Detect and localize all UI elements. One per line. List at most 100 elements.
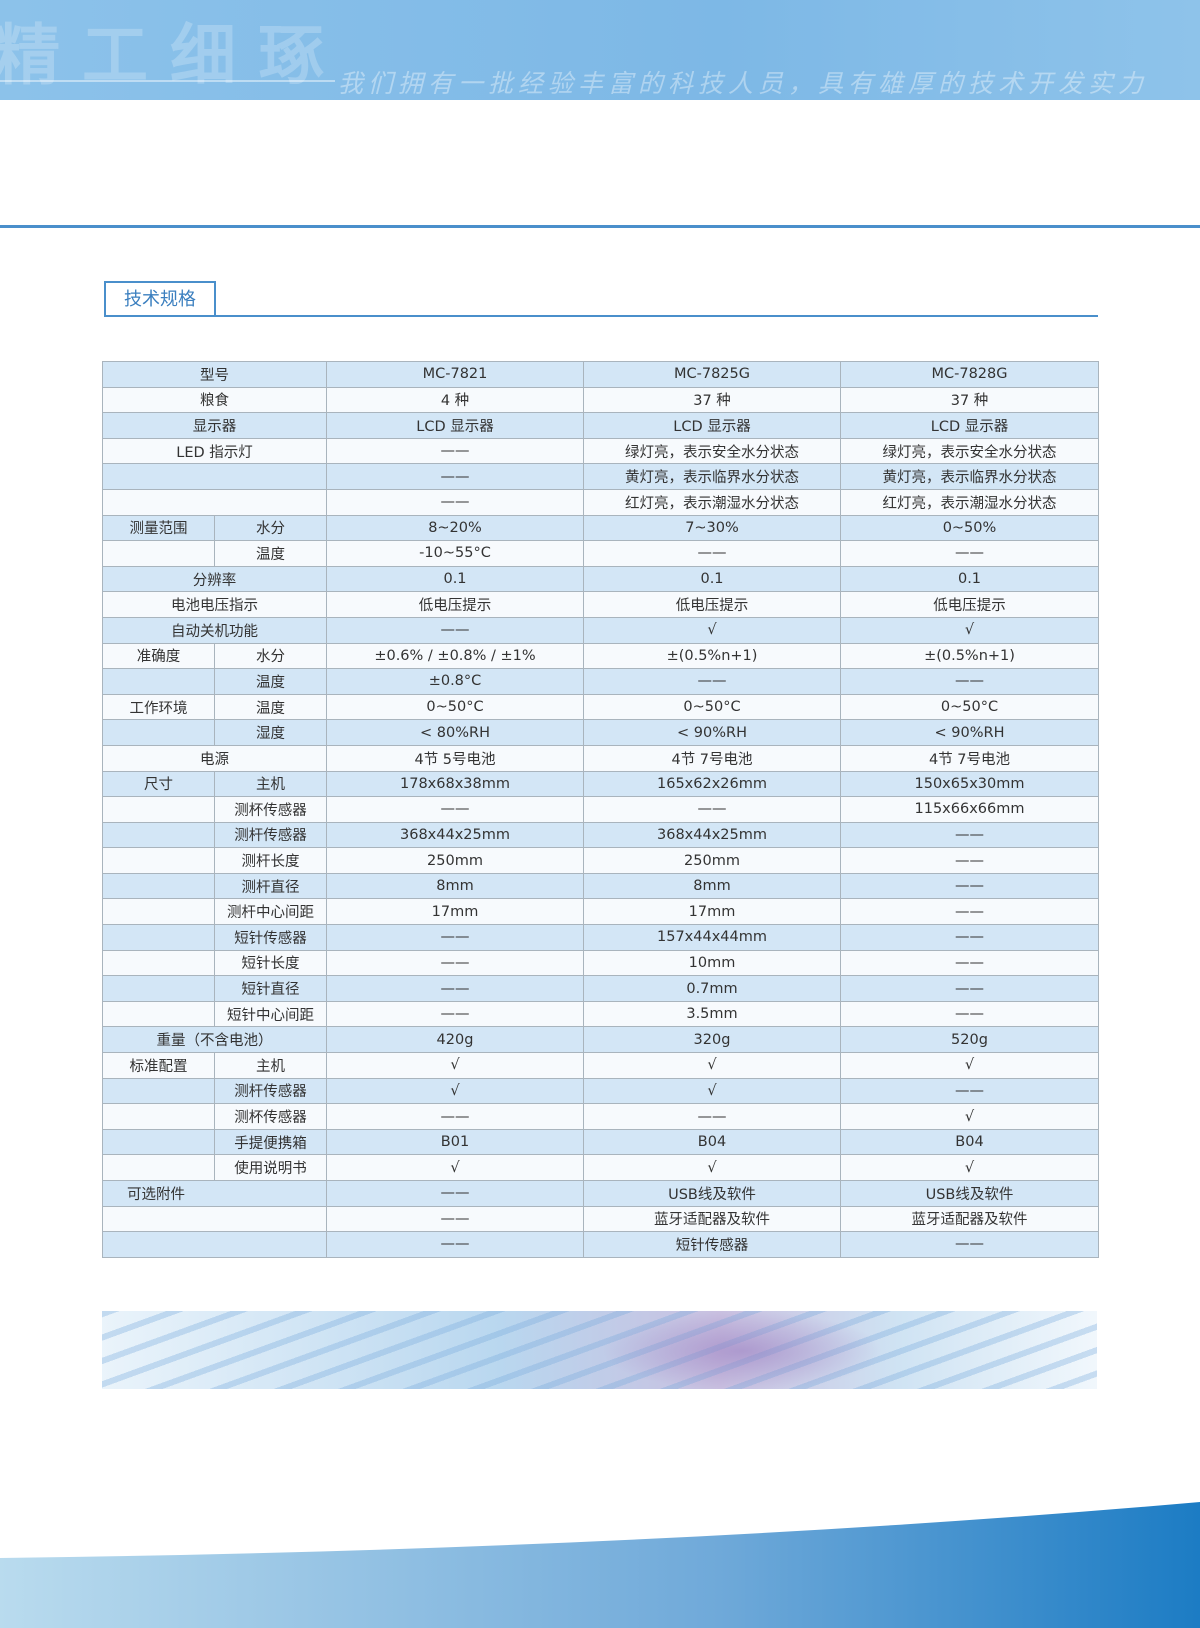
value-cell: 绿灯亮，表示安全水分状态	[840, 437, 1099, 465]
value-cell: 低电压提示	[840, 591, 1099, 618]
value-cell: 0.1	[326, 565, 584, 593]
item-label: 测杯传感器	[214, 1103, 327, 1130]
item-label: 主机	[214, 1052, 327, 1079]
table-row: 尺寸 主机 178x68x38mm 165x62x26mm 150x65x30mm	[102, 770, 1099, 798]
group-label: 测量范围	[102, 514, 215, 542]
section-title: 技术规格	[104, 281, 216, 315]
value-cell: 17mm	[326, 898, 584, 926]
value-cell: ——	[326, 488, 584, 516]
item-label: 测杆直径	[214, 872, 327, 900]
table-row: —— 黄灯亮，表示临界水分状态 黄灯亮，表示临界水分状态	[102, 463, 1099, 490]
value-cell: ——	[326, 796, 584, 823]
value-cell: 4节 7号电池	[583, 744, 841, 772]
value-cell: 320g	[583, 1026, 841, 1054]
value-cell: 蓝牙适配器及软件	[583, 1205, 841, 1233]
table-row: 湿度 < 80%RH < 90%RH < 90%RH	[102, 719, 1099, 746]
table-row: 分辨率 0.1 0.1 0.1	[102, 565, 1099, 593]
value-cell: B04	[583, 1128, 841, 1156]
table-row: 测杯传感器 —— —— 115x66x66mm	[102, 796, 1099, 823]
table-row: 使用说明书 √ √ √	[102, 1154, 1099, 1181]
group-label	[102, 847, 215, 874]
value-cell: ——	[326, 924, 584, 951]
value-cell: LCD 显示器	[840, 412, 1099, 439]
table-row: 短针中心间距 —— 3.5mm ——	[102, 1000, 1099, 1028]
table-row: 测杆长度 250mm 250mm ——	[102, 847, 1099, 874]
item-label: 温度	[214, 693, 327, 721]
group-label	[102, 821, 215, 849]
group-label	[102, 1128, 215, 1156]
item-label: 短针直径	[214, 975, 327, 1002]
value-cell: 4节 5号电池	[326, 744, 584, 772]
table-row: 粮食 4 种 37 种 37 种	[102, 386, 1099, 414]
value-cell: 250mm	[326, 847, 584, 874]
group-label	[102, 540, 215, 567]
divider	[0, 225, 1200, 228]
table-row: 测杆传感器 √ √ ——	[102, 1077, 1099, 1105]
group-label: 准确度	[102, 642, 215, 670]
circuit-banner	[102, 1311, 1097, 1389]
watermark: 精工细琢	[0, 16, 346, 94]
value-cell: ±0.8°C	[326, 668, 584, 695]
value-cell: ±(0.5%n+1)	[583, 642, 841, 670]
value-cell: √	[583, 616, 841, 644]
value-cell: √	[326, 1052, 584, 1079]
value-cell: 0~50%	[840, 514, 1099, 542]
value-cell: ±0.6% / ±0.8% / ±1%	[326, 642, 584, 670]
value-cell: ——	[326, 1103, 584, 1130]
value-cell: ——	[583, 796, 841, 823]
value-cell: 0~50°C	[583, 693, 841, 721]
group-label	[102, 1231, 327, 1258]
table-row: —— 红灯亮，表示潮湿水分状态 红灯亮，表示潮湿水分状态	[102, 488, 1099, 516]
value-cell: ——	[326, 949, 584, 977]
table-row: 测量范围 水分 8~20% 7~30% 0~50%	[102, 514, 1099, 542]
group-label: 工作环境	[102, 693, 215, 721]
table-row: 显示器 LCD 显示器 LCD 显示器 LCD 显示器	[102, 412, 1099, 439]
item-label: 温度	[214, 540, 327, 567]
group-label	[102, 1205, 327, 1233]
value-cell: 250mm	[583, 847, 841, 874]
value-cell: MC-7821	[326, 361, 584, 388]
value-cell: 0~50°C	[840, 693, 1099, 721]
slogan: 我们拥有一批经验丰富的科技人员，具有雄厚的技术开发实力	[338, 69, 1149, 98]
value-cell: 8mm	[326, 872, 584, 900]
table-row: 可选附件 —— USB线及软件 USB线及软件	[102, 1180, 1099, 1207]
value-cell: 368x44x25mm	[326, 821, 584, 849]
value-cell: ——	[583, 668, 841, 695]
value-cell: 8~20%	[326, 514, 584, 542]
row-label: 型号	[102, 361, 327, 388]
item-label: 使用说明书	[214, 1154, 327, 1181]
band-line	[0, 80, 335, 82]
value-cell: ——	[326, 1205, 584, 1233]
value-cell: B01	[326, 1128, 584, 1156]
value-cell: USB线及软件	[840, 1180, 1099, 1207]
value-cell: 3.5mm	[583, 1000, 841, 1028]
group-label	[102, 668, 215, 695]
value-cell: 4 种	[326, 386, 584, 414]
header-band: 精工细琢 我们拥有一批经验丰富的科技人员，具有雄厚的技术开发实力	[0, 0, 1200, 100]
group-label	[102, 975, 215, 1002]
value-cell: < 90%RH	[840, 719, 1099, 746]
value-cell: 520g	[840, 1026, 1099, 1054]
table-row: 温度 -10~55°C —— ——	[102, 540, 1099, 567]
item-label: 测杆中心间距	[214, 898, 327, 926]
value-cell: ——	[840, 872, 1099, 900]
group-label	[102, 463, 327, 490]
value-cell: ——	[840, 949, 1099, 977]
row-label: 电池电压指示	[102, 591, 327, 618]
value-cell: √	[583, 1052, 841, 1079]
value-cell: ——	[840, 668, 1099, 695]
value-cell: ——	[326, 1000, 584, 1028]
value-cell: ——	[840, 898, 1099, 926]
item-label: 水分	[214, 642, 327, 670]
wave-shape	[0, 1502, 1200, 1628]
value-cell: MC-7825G	[583, 361, 841, 388]
table-row: 短针直径 —— 0.7mm ——	[102, 975, 1099, 1002]
table-row: 工作环境 温度 0~50°C 0~50°C 0~50°C	[102, 693, 1099, 721]
value-cell: 0~50°C	[326, 693, 584, 721]
table-row: —— 蓝牙适配器及软件 蓝牙适配器及软件	[102, 1205, 1099, 1233]
group-label	[102, 796, 215, 823]
value-cell: 0.7mm	[583, 975, 841, 1002]
group-label	[102, 719, 215, 746]
item-label: 测杯传感器	[214, 796, 327, 823]
